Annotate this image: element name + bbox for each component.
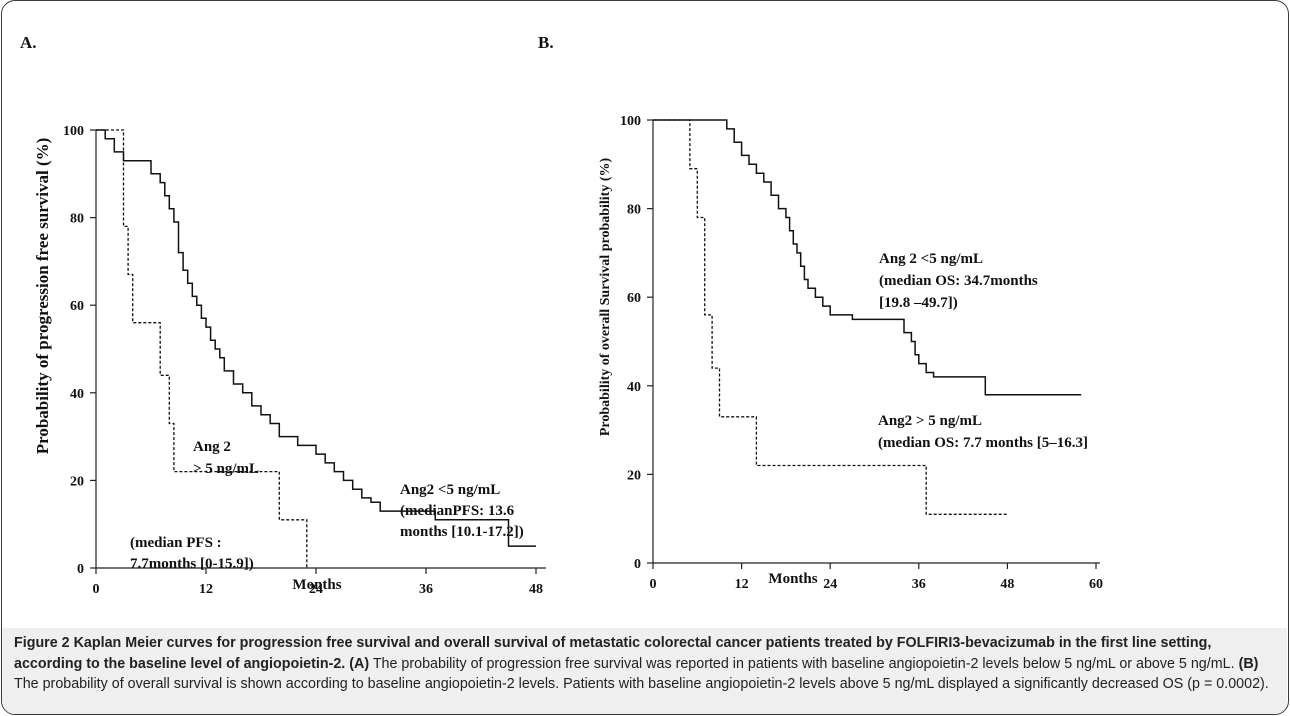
y-tick-label: 0	[634, 557, 641, 572]
x-tick-label: 24	[823, 577, 837, 592]
y-tick-label: 80	[627, 203, 641, 218]
x-tick-label: 0	[650, 577, 657, 592]
panel-b-label: B.	[538, 33, 554, 52]
y-tick-label: 60	[627, 291, 641, 306]
x-tick-label: 12	[199, 582, 213, 597]
y-tick-label: 40	[627, 380, 641, 395]
survival-curve-ang2-above-5	[653, 119, 1008, 515]
panel-a-label: A.	[20, 33, 37, 52]
y-tick-label: 0	[77, 562, 84, 577]
survival-curve-ang2-below-5	[96, 129, 536, 547]
caption-b-text: The probability of overall survival is s…	[14, 676, 1269, 693]
caption-background	[2, 628, 1287, 714]
panel-a-series	[96, 129, 536, 568]
caption-title: Figure 2 Kaplan Meier curves for progres…	[14, 635, 1212, 672]
panel-a-x-axis-title: Months	[292, 577, 341, 593]
y-tick-label: 20	[70, 474, 84, 489]
x-tick-label: 36	[419, 582, 433, 597]
x-tick-label: 24	[309, 582, 323, 597]
x-tick-label: 0	[93, 582, 100, 597]
panel-b-annotation-ang2-low: Ang 2 <5 ng/mL (median OS: 34.7months [1…	[879, 251, 1042, 311]
x-tick-label: 36	[912, 577, 926, 592]
x-tick-label: 12	[735, 577, 749, 592]
panel-a-annotation-ang2-high: Ang 2 > 5 ng/mL	[193, 439, 259, 477]
figure-plots: A. Probability of progression free survi…	[20, 33, 1103, 597]
panel-a-y-axis-title: Probability of progression free survival…	[33, 138, 52, 455]
caption-b-label: (B)	[1238, 655, 1259, 672]
panel-b-series	[653, 119, 1082, 515]
panel-a-annotation-median-pfs: (median PFS : 7.7months [0-15.9])	[130, 535, 254, 572]
panel-a-axes	[90, 129, 546, 574]
y-tick-label: 40	[70, 387, 84, 402]
panel-b-y-axis-title: Probability of overall Survival probabil…	[598, 158, 613, 437]
survival-curve-ang2-below-5	[653, 119, 1082, 396]
panel-b-x-axis-title: Months	[768, 571, 817, 587]
y-tick-label: 100	[63, 124, 84, 139]
y-tick-label: 20	[627, 468, 641, 483]
panel-b-axes	[647, 119, 1100, 569]
panel-a: A. Probability of progression free survi…	[20, 33, 546, 597]
y-tick-label: 80	[70, 212, 84, 227]
panel-b: B. Probability of overall Survival proba…	[538, 33, 1103, 592]
panel-a-tick-labels: 0 20 40 60 80 100 0 12 24 36 48	[63, 124, 543, 597]
y-tick-label: 60	[70, 299, 84, 314]
x-tick-label: 48	[529, 582, 543, 597]
panel-b-tick-labels: 0 20 40 60 80 100 0 12 24 36 48 60	[620, 114, 1103, 592]
y-tick-label: 100	[620, 114, 641, 129]
caption-a-label: (A)	[349, 655, 370, 672]
panel-a-annotation-ang2-low: Ang2 <5 ng/mL (medianPFS: 13.6 months [1…	[400, 482, 524, 540]
x-tick-label: 48	[1000, 577, 1014, 592]
caption-a-text: The probability of progression free surv…	[372, 655, 1235, 672]
panel-b-annotation-ang2-high: Ang2 > 5 ng/mL (median OS: 7.7 months [5…	[878, 413, 1088, 451]
survival-curve-ang2-above-5	[96, 129, 308, 568]
x-tick-label: 60	[1089, 577, 1103, 592]
figure-caption: Figure 2 Kaplan Meier curves for progres…	[14, 633, 1276, 695]
